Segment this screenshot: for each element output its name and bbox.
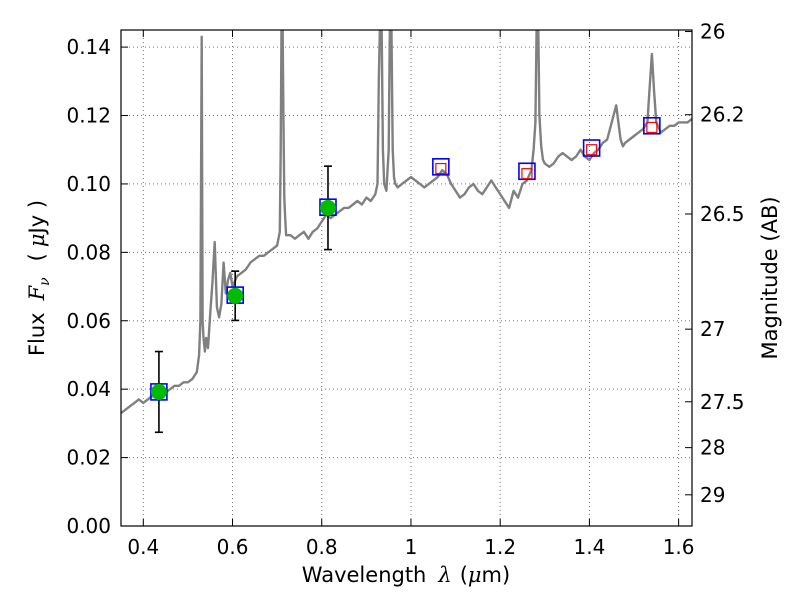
x-axis-label-mu: μ <box>468 563 482 587</box>
x-axis-label: Wavelength λ (μm) <box>302 563 510 587</box>
photometry-markers <box>150 116 661 434</box>
axis-ticks: 0.4 0.6 0.8 1 1.2 1.4 1.6 0.00 0.02 0.04 0.06 0.08 0… <box>66 20 744 559</box>
y-axis-label-mu: μ <box>25 233 49 247</box>
y-tick-label: 0.12 <box>66 104 111 128</box>
y2-tick-label: 26.2 <box>700 103 745 127</box>
y2-tick-label: 29 <box>700 483 725 507</box>
x-tick-label: 0.4 <box>127 535 159 559</box>
y-tick-label: 0.06 <box>66 309 111 333</box>
model-spectrum-line <box>121 30 692 415</box>
model-photometry-box <box>643 116 661 135</box>
x-tick-label: 1.6 <box>663 535 695 559</box>
grid-lines <box>121 30 692 527</box>
y2-tick-label: 27 <box>700 317 725 341</box>
y-tick-label: 0.00 <box>66 514 111 538</box>
model-photometry-box <box>582 139 601 157</box>
y-axis-label: Flux Fν ( μJy ) <box>25 200 53 356</box>
y-axis-label-paren: ( <box>25 253 49 261</box>
model-photometry-point <box>521 168 533 180</box>
model-photometry-point <box>586 144 598 156</box>
x-axis-label-paren: ( <box>460 563 468 587</box>
x-axis-label-unit: m) <box>482 563 511 587</box>
x-tick-label: 1.4 <box>573 535 605 559</box>
y2-tick-label: 26.5 <box>700 202 745 226</box>
observed-flux-point <box>150 383 167 400</box>
model-photometry-box <box>432 158 450 176</box>
y-tick-label: 0.14 <box>66 35 111 59</box>
model-spectrum <box>121 30 692 415</box>
x-axis-label-text: Wavelength <box>302 563 427 587</box>
y2-axis-label: Magnitude (AB) <box>758 196 782 359</box>
model-photometry-point <box>435 162 447 175</box>
plot-frame <box>120 29 693 527</box>
y-tick-label: 0.02 <box>66 446 111 470</box>
observed-flux-point <box>319 199 336 216</box>
model-photometry-point <box>646 121 658 134</box>
observed-flux-point <box>227 287 244 304</box>
y2-tick-label: 26 <box>700 20 725 44</box>
x-axis-label-symbol: λ <box>437 563 451 587</box>
y-tick-label: 0.04 <box>66 377 111 401</box>
y-axis-label-subscript: ν <box>37 277 53 286</box>
x-tick-label: 0.8 <box>306 535 338 559</box>
y-axis-label-text: Flux <box>25 312 49 356</box>
x-tick-label: 1.2 <box>484 535 516 559</box>
y-axis-label-symbol: F <box>25 284 49 301</box>
model-photometry-box <box>518 162 536 181</box>
x-tick-label: 0.6 <box>217 535 249 559</box>
y2-tick-label: 27.5 <box>700 390 745 414</box>
y-axis-label-unit: Jy ) <box>25 200 49 236</box>
y-tick-label: 0.08 <box>66 240 111 264</box>
y-tick-label: 0.10 <box>66 172 111 196</box>
x-tick-label: 1 <box>405 535 418 559</box>
y2-tick-label: 28 <box>700 436 725 460</box>
